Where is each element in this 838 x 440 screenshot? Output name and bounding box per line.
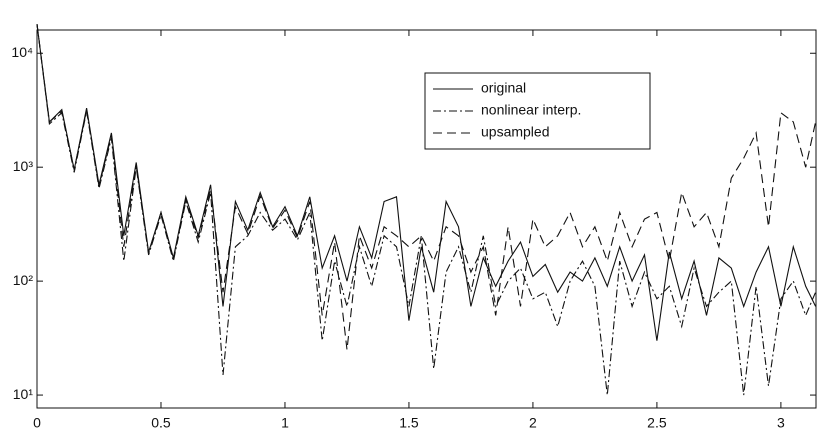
legend-box: [424, 72, 651, 150]
y-tick-label: 10³: [13, 158, 34, 174]
plot-frame: [36, 29, 817, 409]
y-tick-label: 10¹: [13, 386, 34, 402]
y-tick-label: 10⁴: [11, 44, 33, 60]
legend-label: upsampled: [481, 124, 550, 140]
series-line: [36, 24, 817, 350]
x-tick-label: 1: [281, 415, 289, 431]
x-tick-label: 1.5: [399, 415, 419, 431]
legend-label: nonlinear interp.: [481, 102, 581, 118]
x-tick-label: 0.5: [151, 415, 171, 431]
x-tick-label: 0: [33, 415, 41, 431]
legend-label: original: [481, 80, 526, 96]
y-tick-label: 10²: [13, 272, 34, 288]
x-tick-label: 2: [529, 415, 537, 431]
x-tick-label: 3: [777, 415, 785, 431]
x-tick-label: 2.5: [647, 415, 667, 431]
